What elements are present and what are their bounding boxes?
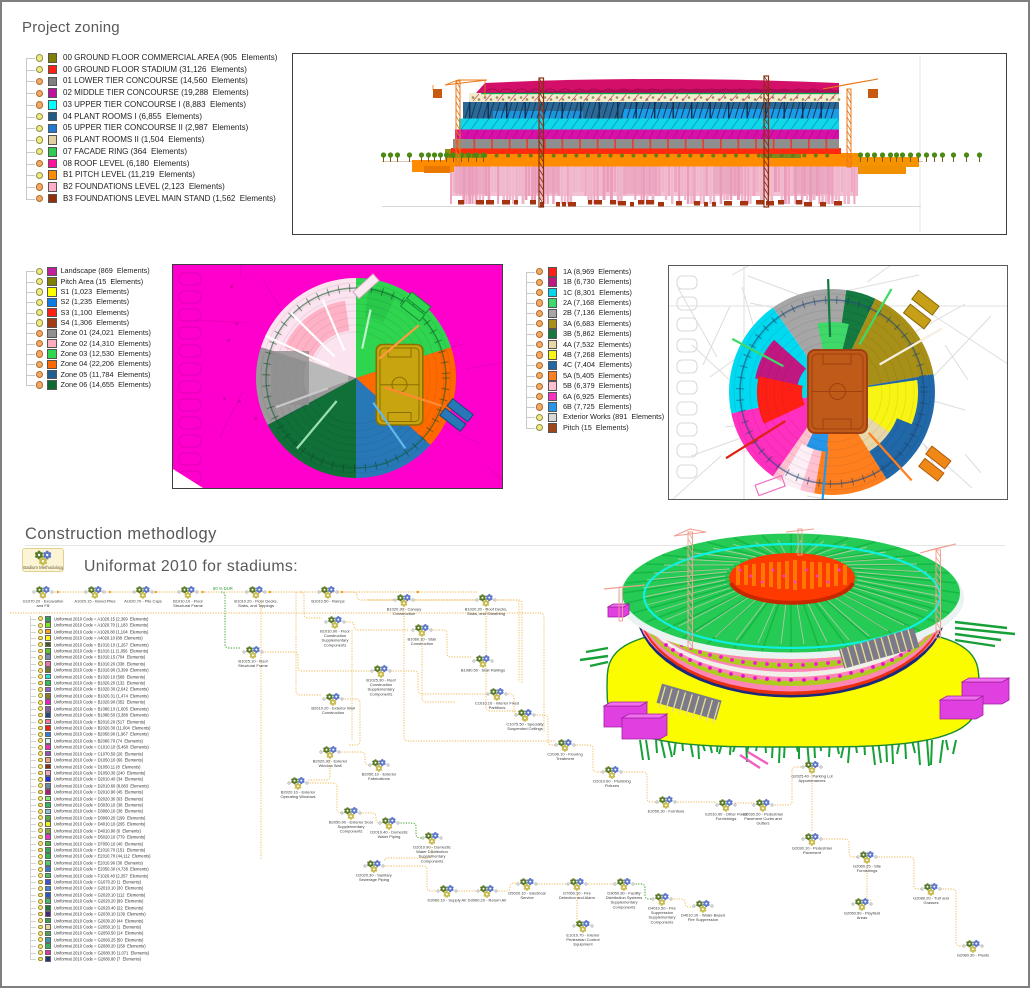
svg-text:G1070.20 - Excavation: G1070.20 - Excavation [23, 599, 64, 604]
svg-text:Components: Components [370, 691, 393, 696]
svg-text:B1060.10 - Stair: B1060.10 - Stair [408, 637, 438, 642]
svg-text:C2030.10 - Flooring: C2030.10 - Flooring [547, 752, 582, 757]
svg-text:C1010.10 - Interior Fixed: C1010.10 - Interior Fixed [475, 701, 519, 706]
svg-text:Supplementary: Supplementary [368, 687, 395, 692]
svg-text:G2080.30 - Plants: G2080.30 - Plants [957, 953, 989, 958]
svg-text:Supplementary: Supplementary [649, 915, 676, 920]
svg-text:G2030.20 - Pedestrian: G2030.20 - Pedestrian [743, 812, 783, 817]
svg-text:Grasses: Grasses [924, 900, 939, 905]
svg-text:Supplementary: Supplementary [611, 900, 638, 905]
svg-text:Slabs, and Sheathing: Slabs, and Sheathing [467, 611, 505, 616]
svg-text:B1010.50 - Ramps: B1010.50 - Ramps [311, 599, 344, 604]
svg-text:Gutters: Gutters [756, 821, 769, 826]
svg-text:B1020.30 - Canopy: B1020.30 - Canopy [387, 607, 421, 612]
svg-text:D5020.10 - Electrical: D5020.10 - Electrical [508, 891, 545, 896]
svg-text:B2050.10 - Exterior: B2050.10 - Exterior [362, 772, 397, 777]
svg-text:D4010.10 - Water-Based: D4010.10 - Water-Based [681, 913, 725, 918]
svg-text:Supplementary: Supplementary [338, 824, 365, 829]
svg-text:B1080.50 - Stair Railings: B1080.50 - Stair Railings [461, 668, 505, 673]
svg-text:A1020.15 - Bored Piles: A1020.15 - Bored Piles [74, 599, 115, 604]
svg-text:E2050.30 - Furniture: E2050.30 - Furniture [648, 809, 685, 814]
svg-text:Structural Frame: Structural Frame [238, 663, 269, 668]
svg-text:D2010.90 - Domestic: D2010.90 - Domestic [413, 845, 451, 850]
svg-text:Appurtenances: Appurtenances [799, 778, 826, 783]
svg-text:E1010.70 - Interior: E1010.70 - Interior [566, 933, 600, 938]
svg-text:G2060.25 - Site: G2060.25 - Site [853, 864, 882, 869]
svg-text:B2010.20 - Exterior Wall: B2010.20 - Exterior Wall [311, 706, 354, 711]
svg-text:Construction: Construction [411, 641, 433, 646]
svg-text:Areas: Areas [857, 915, 867, 920]
svg-text:B2050.90 - Exterior Door: B2050.90 - Exterior Door [329, 820, 374, 825]
svg-text:Components: Components [324, 642, 347, 647]
svg-text:G2080.20 - Turf and: G2080.20 - Turf and [913, 896, 949, 901]
svg-text:B2020.10 - Exterior: B2020.10 - Exterior [281, 790, 316, 795]
svg-text:Operating Windows: Operating Windows [281, 794, 316, 799]
svg-text:D2010.40 - Domestic: D2010.40 - Domestic [370, 830, 408, 835]
svg-text:Pavement: Pavement [803, 850, 822, 855]
svg-text:C1075.50 - Specialty: C1075.50 - Specialty [506, 722, 543, 727]
svg-text:Equipment: Equipment [573, 942, 593, 947]
svg-text:G2050.50 - Playfield: G2050.50 - Playfield [844, 911, 880, 916]
svg-text:and Fill: and Fill [37, 603, 50, 608]
svg-text:Construction: Construction [322, 710, 344, 715]
svg-text:Slabs, and Toppings: Slabs, and Toppings [238, 603, 274, 608]
svg-text:Treatment: Treatment [556, 756, 575, 761]
svg-text:Suppression: Suppression [651, 910, 673, 915]
svg-text:80 % DUR: 80 % DUR [213, 586, 233, 591]
svg-text:A1020.70 - Pile Caps: A1020.70 - Pile Caps [124, 599, 162, 604]
svg-text:Detection and Alarm: Detection and Alarm [559, 895, 596, 900]
svg-text:Fixtures: Fixtures [605, 783, 619, 788]
svg-text:E2010.90 - Other Fixed: E2010.90 - Other Fixed [705, 812, 747, 817]
svg-text:G2030.10 - Pedestrian: G2030.10 - Pedestrian [792, 846, 832, 851]
svg-text:Components: Components [340, 829, 363, 834]
svg-text:Pavement Curbs and: Pavement Curbs and [744, 816, 782, 821]
svg-text:Furnishings: Furnishings [857, 868, 878, 873]
svg-text:Service: Service [520, 895, 534, 900]
svg-text:Construction: Construction [370, 682, 392, 687]
svg-text:Suspended Ceilings: Suspended Ceilings [507, 726, 543, 731]
svg-text:Supplementary: Supplementary [322, 638, 349, 643]
svg-text:Fire Suppression: Fire Suppression [688, 917, 718, 922]
svg-text:D4010.50 - Fire: D4010.50 - Fire [648, 906, 677, 911]
svg-text:B1010.90 - Floor: B1010.90 - Floor [320, 629, 350, 634]
svg-text:B1025.10 - Roof: B1025.10 - Roof [238, 659, 268, 664]
svg-text:Water Piping: Water Piping [378, 834, 401, 839]
svg-text:Structural Frame: Structural Frame [173, 603, 204, 608]
svg-text:B2020.30 - Exterior: B2020.30 - Exterior [313, 759, 348, 764]
svg-text:Components: Components [651, 919, 674, 924]
svg-text:D3060.10 - Supply Air: D3060.10 - Supply Air [428, 898, 468, 903]
svg-text:Distribution Systems: Distribution Systems [606, 895, 642, 900]
svg-text:D3050.90 - Facility: D3050.90 - Facility [607, 891, 640, 896]
svg-text:Stadium Methodology: Stadium Methodology [23, 565, 63, 570]
svg-text:B1010.20 - Floor Decks,: B1010.20 - Floor Decks, [234, 599, 277, 604]
svg-text:Construction: Construction [393, 611, 415, 616]
svg-text:D2020.30 - Sanitary: D2020.30 - Sanitary [356, 873, 392, 878]
svg-text:B1025.90 - Roof: B1025.90 - Roof [366, 678, 396, 683]
svg-text:Supplementary: Supplementary [419, 854, 446, 859]
svg-text:D7050.10 - Fire: D7050.10 - Fire [563, 891, 592, 896]
svg-text:Window Wall: Window Wall [319, 763, 342, 768]
svg-text:Sewerage Piping: Sewerage Piping [359, 877, 389, 882]
svg-text:Furnishings: Furnishings [716, 816, 737, 821]
svg-text:B1020.20 - Roof Decks,: B1020.20 - Roof Decks, [465, 607, 507, 612]
svg-text:Pedestrian Control: Pedestrian Control [566, 937, 599, 942]
svg-text:Water Distribution: Water Distribution [416, 849, 448, 854]
svg-text:Components: Components [613, 904, 636, 909]
svg-text:Construction: Construction [324, 633, 346, 638]
svg-text:Fabrications: Fabrications [368, 776, 390, 781]
svg-text:G2025.40 - Parking Lot: G2025.40 - Parking Lot [791, 774, 833, 779]
svg-text:D2010.60 - Plumbing: D2010.60 - Plumbing [593, 779, 631, 784]
svg-text:D3060.20 - Return Air: D3060.20 - Return Air [468, 898, 507, 903]
svg-text:B1010.10 - Floor: B1010.10 - Floor [173, 599, 203, 604]
svg-text:Components: Components [421, 858, 444, 863]
svg-text:Partitions: Partitions [489, 705, 506, 710]
